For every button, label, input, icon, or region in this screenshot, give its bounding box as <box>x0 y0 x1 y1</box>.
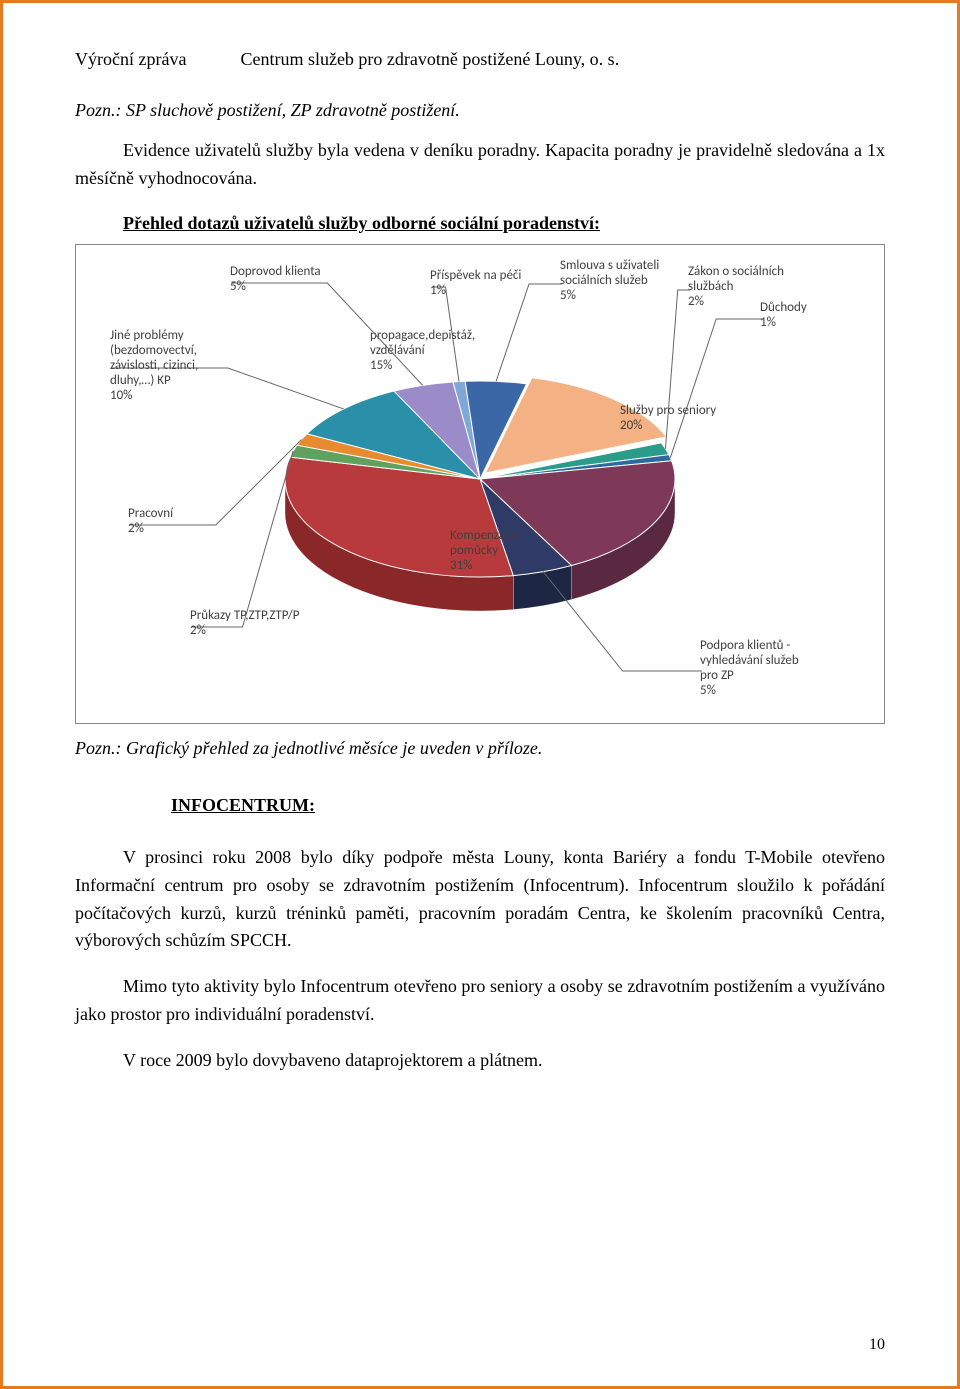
svg-text:vyhledávání služeb: vyhledávání služeb <box>700 653 799 668</box>
para-2: V prosinci roku 2008 bylo díky podpoře m… <box>75 844 885 956</box>
note-abbrev: Pozn.: SP sluchově postižení, ZP zdravot… <box>75 100 885 121</box>
svg-text:Zákon o sociálních: Zákon o sociálních <box>688 264 784 279</box>
chart-note: Pozn.: Grafický přehled za jednotlivé mě… <box>75 738 885 759</box>
para-4: V roce 2009 bylo dovybaveno dataprojekto… <box>75 1047 885 1075</box>
svg-text:5%: 5% <box>700 683 716 698</box>
svg-text:propagace,depistáž,: propagace,depistáž, <box>370 328 475 343</box>
svg-text:závislosti, cizinci,: závislosti, cizinci, <box>110 358 198 373</box>
svg-text:sociálních služeb: sociálních služeb <box>560 273 648 288</box>
svg-text:5%: 5% <box>560 288 576 303</box>
infocentrum-title: INFOCENTRUM: <box>171 795 885 816</box>
svg-text:1%: 1% <box>760 315 776 330</box>
chart-section-title: Přehled dotazů uživatelů služby odborné … <box>123 213 885 234</box>
svg-text:5%: 5% <box>230 279 246 294</box>
svg-text:Důchody: Důchody <box>760 300 807 315</box>
svg-text:Smlouva s uživateli: Smlouva s uživateli <box>560 258 659 273</box>
svg-text:Pracovní: Pracovní <box>128 506 174 521</box>
document-page: Výroční zpráva Centrum služeb pro zdravo… <box>0 0 960 1389</box>
intro-paragraph: Evidence uživatelů služby byla vedena v … <box>75 137 885 193</box>
svg-text:Služby pro seniory: Služby pro seniory <box>620 403 716 418</box>
svg-text:2%: 2% <box>190 623 206 638</box>
svg-text:dluhy,…) KP: dluhy,…) KP <box>110 373 171 388</box>
header-center: Centrum služeb pro zdravotně postižené L… <box>240 49 619 70</box>
svg-text:1%: 1% <box>430 283 446 298</box>
svg-text:31%: 31% <box>450 558 472 573</box>
svg-text:službách: službách <box>688 279 734 294</box>
page-header: Výroční zpráva Centrum služeb pro zdravo… <box>75 49 885 70</box>
pie-chart: Příspěvek na péči1%Smlouva s uživateliso… <box>80 249 880 719</box>
svg-text:pro ZP: pro ZP <box>700 668 734 683</box>
svg-text:Průkazy TP,ZTP,ZTP/P: Průkazy TP,ZTP,ZTP/P <box>190 608 300 623</box>
para-3: Mimo tyto aktivity bylo Infocentrum otev… <box>75 973 885 1029</box>
svg-text:pomůcky: pomůcky <box>450 543 498 558</box>
svg-text:10%: 10% <box>110 388 132 403</box>
page-number: 10 <box>869 1336 885 1354</box>
svg-text:Příspěvek na péči: Příspěvek na péči <box>430 268 521 283</box>
svg-text:Podpora klientů -: Podpora klientů - <box>700 638 790 653</box>
svg-text:15%: 15% <box>370 358 392 373</box>
header-left: Výroční zpráva <box>75 49 186 70</box>
svg-text:2%: 2% <box>128 521 144 536</box>
svg-text:2%: 2% <box>688 294 704 309</box>
svg-text:(bezdomovectví,: (bezdomovectví, <box>110 343 197 358</box>
svg-text:Kompenzační: Kompenzační <box>450 528 521 543</box>
svg-text:20%: 20% <box>620 418 642 433</box>
svg-text:vzdělávání: vzdělávání <box>370 343 426 358</box>
pie-chart-container: Příspěvek na péči1%Smlouva s uživateliso… <box>75 244 885 724</box>
svg-text:Doprovod klienta: Doprovod klienta <box>230 264 321 279</box>
svg-text:Jiné problémy: Jiné problémy <box>110 328 184 343</box>
